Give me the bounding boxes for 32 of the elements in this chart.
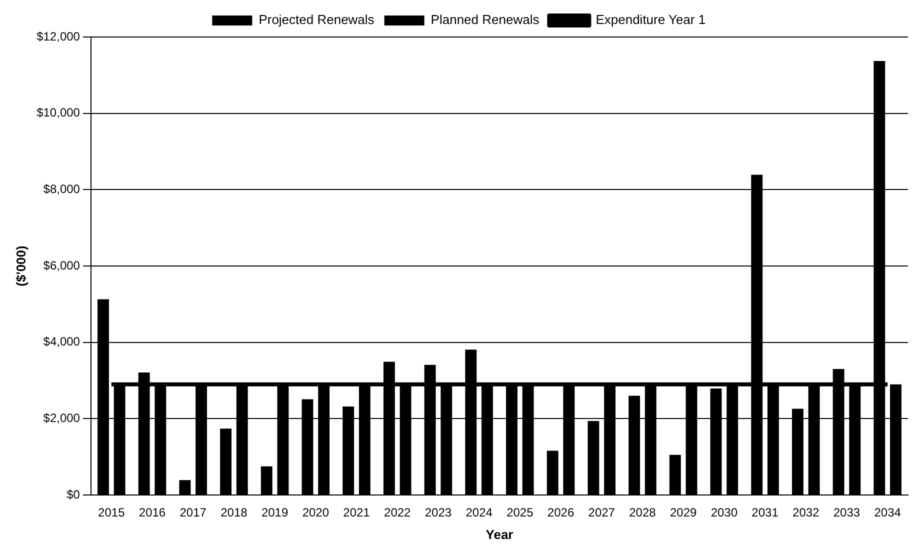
x-tick-label: 2024: [466, 506, 493, 520]
x-tick-label: 2019: [261, 506, 288, 520]
x-tick-label: 2015: [98, 506, 126, 520]
x-tick-label: 2031: [752, 506, 779, 520]
legend-label: Planned Renewals: [430, 12, 540, 28]
y-tick-label: $6,000: [43, 258, 80, 272]
x-axis-title: Year: [486, 526, 514, 542]
x-tick-label: 2034: [874, 506, 902, 520]
x-tick-label: 2030: [710, 506, 738, 520]
y-tick-label: $4,000: [43, 334, 80, 349]
x-tick-label: 2033: [833, 506, 860, 520]
x-tick-label: 2026: [547, 506, 574, 520]
x-tick-label: 2025: [506, 506, 534, 520]
legend-label: Expenditure Year 1: [596, 12, 706, 28]
x-tick-label: 2017: [180, 506, 207, 520]
x-tick-label: 2029: [670, 506, 697, 520]
y-tick-label: $12,000: [36, 29, 80, 44]
y-tick-label: $10,000: [36, 106, 80, 120]
x-tick-label: 2021: [343, 506, 370, 520]
x-tick-label: 2020: [302, 506, 330, 520]
y-axis-title: ($'000): [13, 246, 28, 286]
y-tick-label: $2,000: [43, 410, 80, 425]
x-tick-label: 2028: [629, 506, 656, 520]
x-tick-label: 2023: [424, 506, 452, 520]
x-tick-label: 2018: [220, 506, 248, 520]
y-tick-label: $0: [66, 487, 80, 502]
y-tick-label: $8,000: [43, 182, 80, 196]
x-tick-label: 2027: [588, 506, 616, 520]
x-tick-label: 2032: [792, 506, 820, 520]
x-tick-label: 2016: [138, 506, 166, 520]
x-tick-label: 2022: [384, 506, 412, 520]
legend-label: Projected Renewals: [258, 12, 375, 28]
